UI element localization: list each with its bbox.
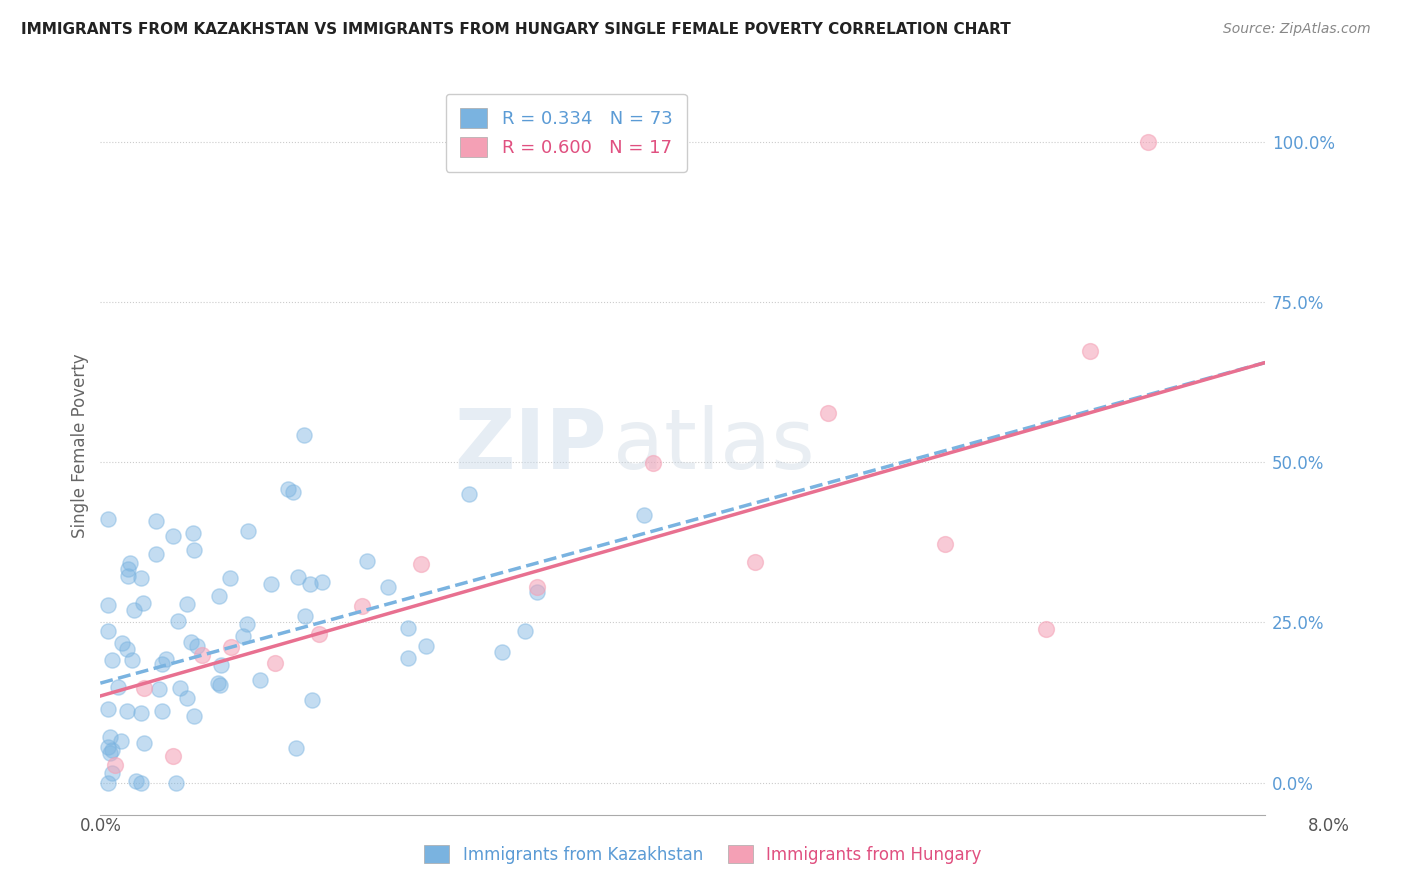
Point <box>409 557 432 571</box>
Point <box>356 553 378 567</box>
Point <box>117 562 139 576</box>
Point <box>308 626 330 640</box>
Point <box>150 657 173 672</box>
Legend: R = 0.334   N = 73, R = 0.600   N = 17: R = 0.334 N = 73, R = 0.600 N = 17 <box>446 94 686 171</box>
Point <box>208 677 231 691</box>
Point <box>121 653 143 667</box>
Point <box>150 704 173 718</box>
Point <box>162 749 184 764</box>
Text: ZIP: ZIP <box>454 406 607 486</box>
Point <box>292 428 315 442</box>
Text: Source: ZipAtlas.com: Source: ZipAtlas.com <box>1223 22 1371 37</box>
Point <box>155 651 177 665</box>
Point <box>122 603 145 617</box>
Point <box>352 599 374 613</box>
Point <box>180 634 202 648</box>
Point <box>744 555 766 569</box>
Point <box>191 648 214 662</box>
Point <box>129 775 152 789</box>
Point <box>236 524 259 539</box>
Point <box>377 580 399 594</box>
Point <box>817 406 839 420</box>
Point <box>526 580 548 594</box>
Point <box>118 556 141 570</box>
Point <box>232 629 254 643</box>
Point <box>281 484 304 499</box>
Point <box>98 730 121 744</box>
Point <box>208 589 231 603</box>
Point <box>287 570 309 584</box>
Point <box>1035 622 1057 636</box>
Point <box>148 681 170 696</box>
Point <box>104 757 127 772</box>
Point <box>311 574 333 589</box>
Point <box>131 596 153 610</box>
Point <box>294 609 316 624</box>
Point <box>97 511 120 525</box>
Point <box>181 525 204 540</box>
Point <box>107 680 129 694</box>
Point <box>183 542 205 557</box>
Point <box>219 571 242 585</box>
Point <box>97 739 120 754</box>
Text: IMMIGRANTS FROM KAZAKHSTAN VS IMMIGRANTS FROM HUNGARY SINGLE FEMALE POVERTY CORR: IMMIGRANTS FROM KAZAKHSTAN VS IMMIGRANTS… <box>21 22 1011 37</box>
Point <box>207 676 229 690</box>
Point <box>115 641 138 656</box>
Point <box>162 529 184 543</box>
Point <box>1078 344 1101 359</box>
Point <box>236 617 259 632</box>
Point <box>125 774 148 789</box>
Point <box>145 514 167 528</box>
Point <box>264 656 287 670</box>
Point <box>101 743 124 757</box>
Point <box>934 537 956 551</box>
Point <box>131 706 153 721</box>
Point <box>97 598 120 612</box>
Point <box>209 658 232 673</box>
Point <box>396 621 419 635</box>
Point <box>526 584 548 599</box>
Point <box>115 704 138 718</box>
Legend: Immigrants from Kazakhstan, Immigrants from Hungary: Immigrants from Kazakhstan, Immigrants f… <box>418 838 988 871</box>
Point <box>183 709 205 723</box>
Point <box>101 653 124 667</box>
Point <box>101 766 124 780</box>
Point <box>415 639 437 653</box>
Point <box>97 702 120 716</box>
Point <box>301 692 323 706</box>
Point <box>129 571 152 585</box>
Point <box>97 624 120 638</box>
Text: atlas: atlas <box>613 406 814 486</box>
Point <box>396 650 419 665</box>
Point <box>221 640 243 654</box>
Point <box>97 775 120 789</box>
Point <box>284 741 307 756</box>
Point <box>458 487 481 501</box>
Point <box>98 746 121 760</box>
Point <box>169 681 191 695</box>
Y-axis label: Single Female Poverty: Single Female Poverty <box>72 354 89 538</box>
Point <box>176 597 198 611</box>
Point <box>176 691 198 706</box>
Point <box>515 624 537 639</box>
Point <box>249 673 271 687</box>
Point <box>110 733 132 747</box>
Text: 0.0%: 0.0% <box>80 817 122 835</box>
Point <box>167 614 190 628</box>
Point <box>132 681 155 695</box>
Point <box>165 775 187 789</box>
Point <box>277 482 299 496</box>
Point <box>633 508 655 522</box>
Point <box>132 736 155 750</box>
Point <box>186 639 208 653</box>
Point <box>643 456 665 470</box>
Point <box>111 636 134 650</box>
Point <box>491 644 513 658</box>
Point <box>1137 135 1160 149</box>
Point <box>260 577 283 591</box>
Point <box>117 569 139 583</box>
Point <box>299 577 322 591</box>
Text: 8.0%: 8.0% <box>1308 817 1350 835</box>
Point <box>145 547 167 561</box>
